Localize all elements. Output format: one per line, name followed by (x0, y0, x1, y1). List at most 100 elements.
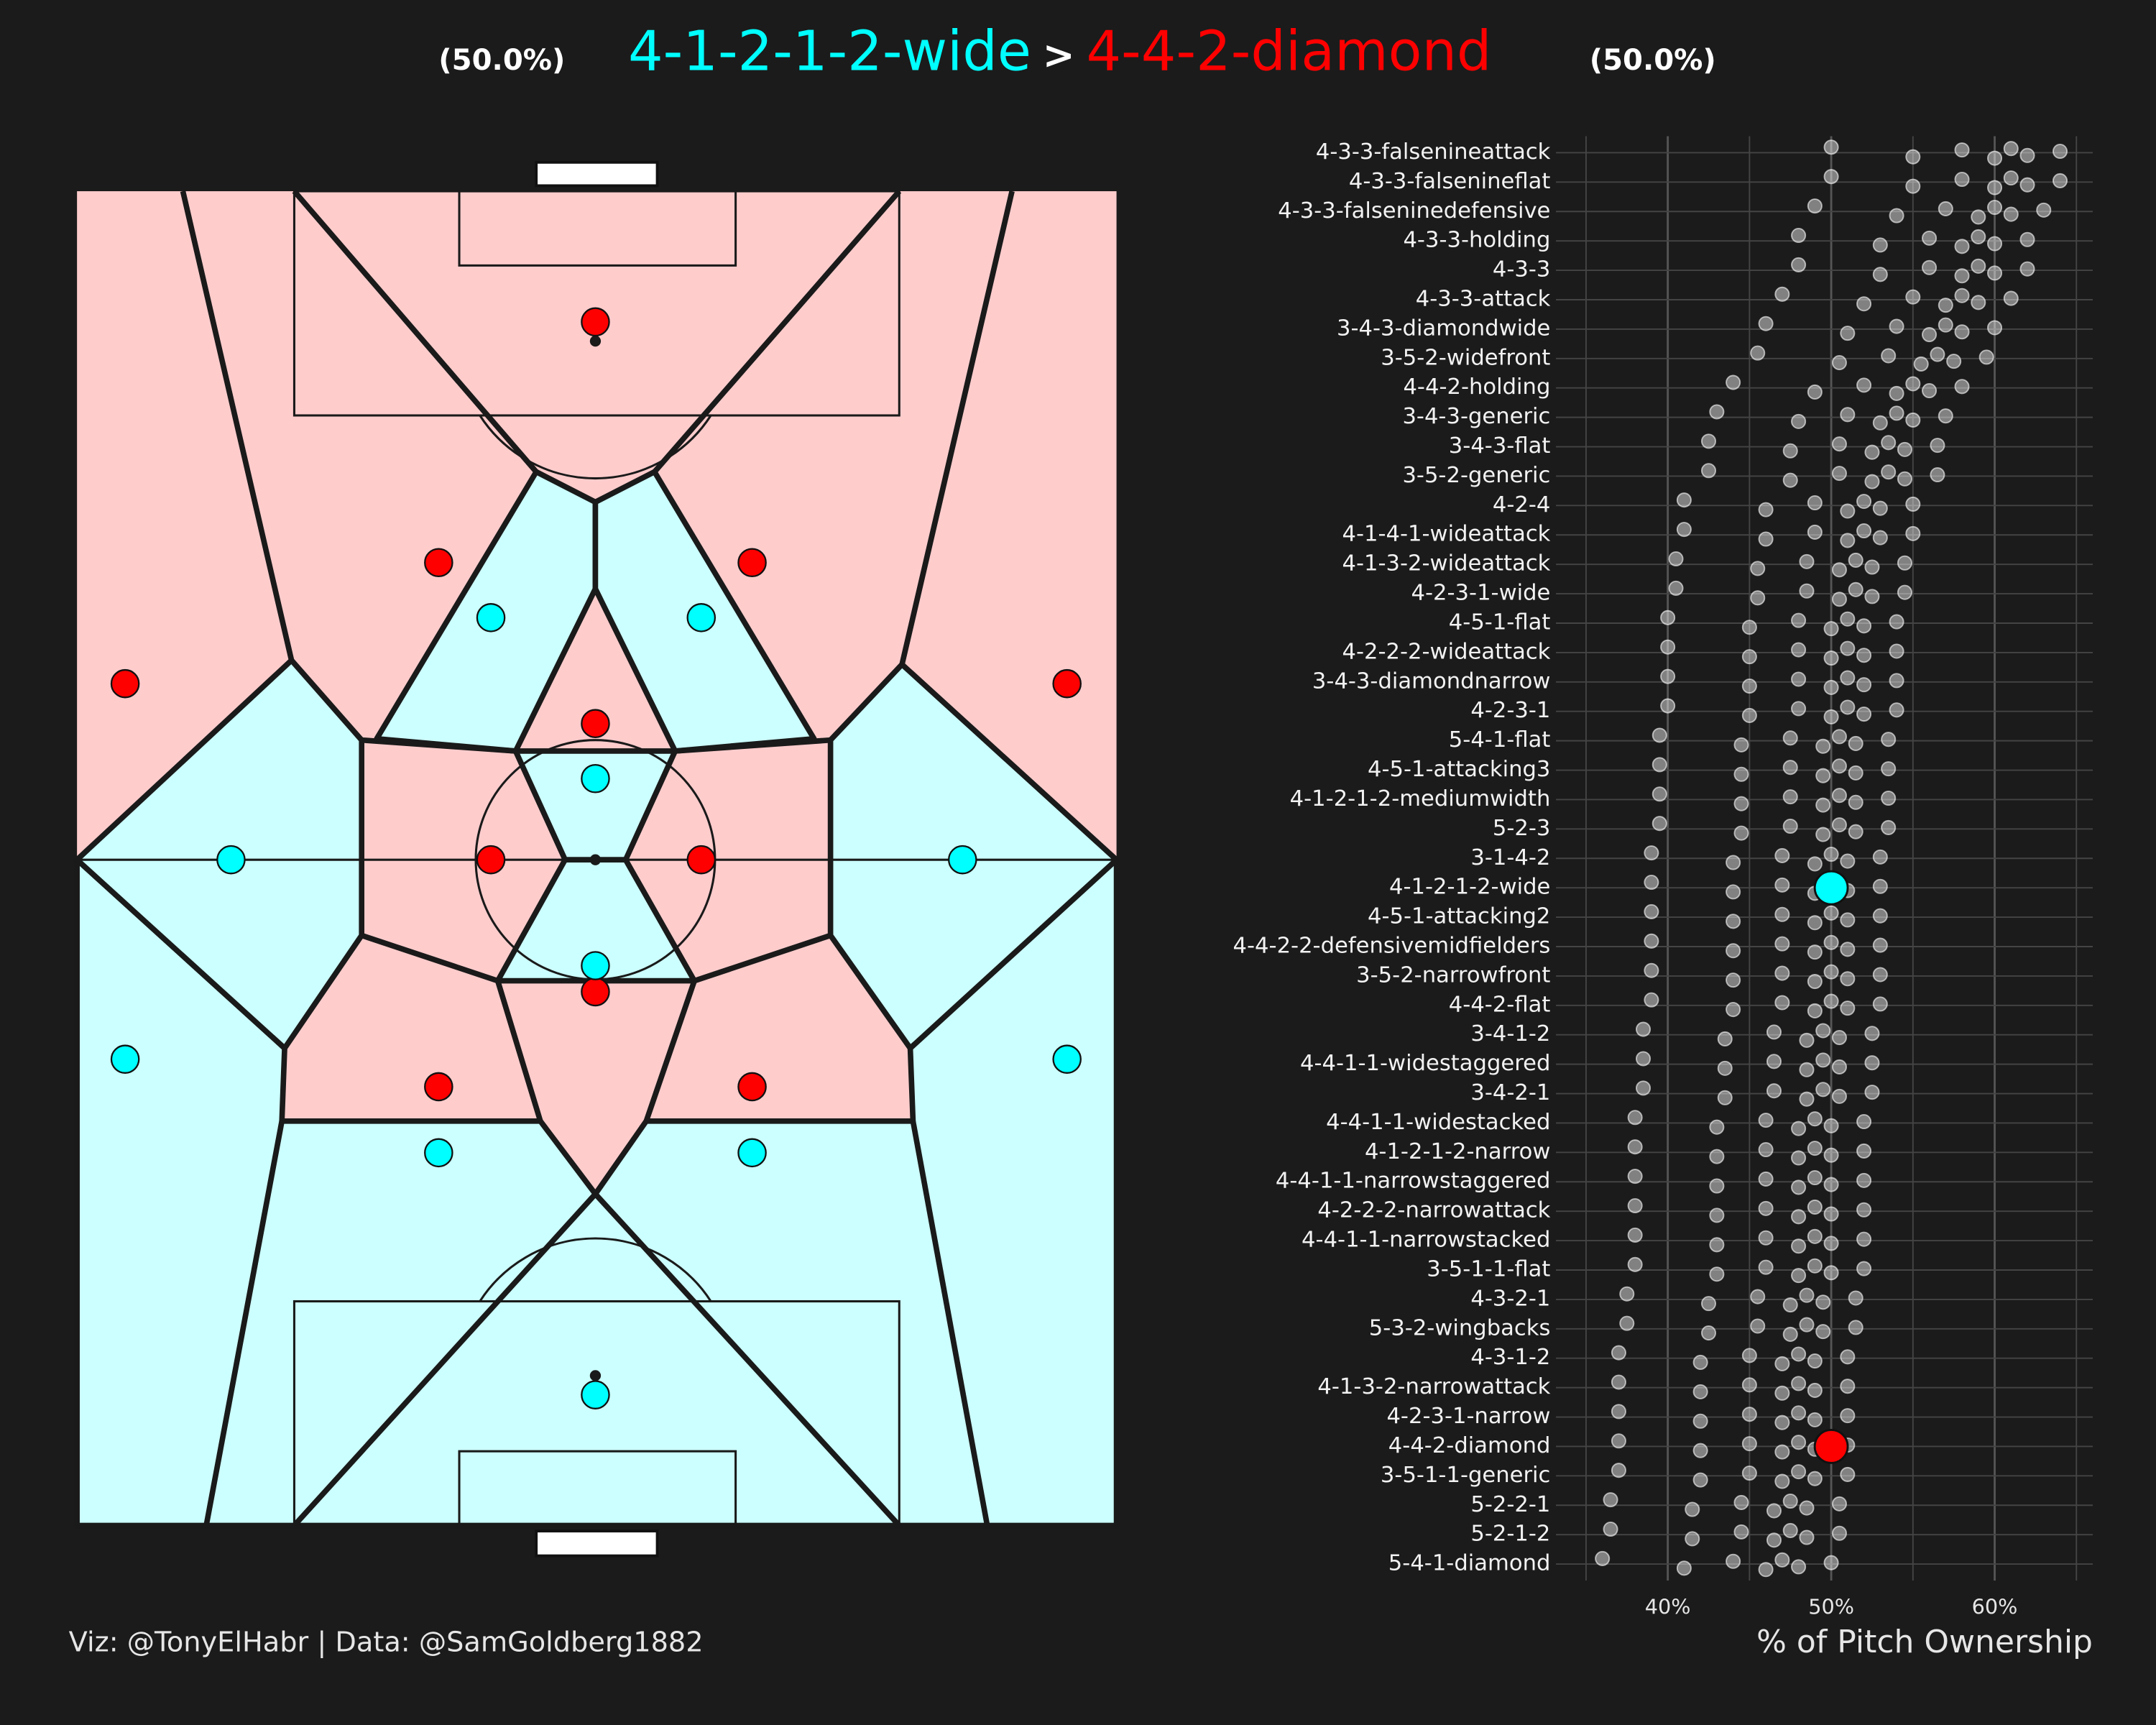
player (424, 1138, 453, 1168)
point (1758, 1562, 1774, 1578)
point (1831, 436, 1847, 452)
point (1831, 562, 1847, 578)
point (1922, 327, 1938, 343)
point (1766, 1083, 1782, 1099)
point (1733, 796, 1749, 811)
point (1840, 670, 1856, 686)
point (1971, 229, 1986, 244)
point (1717, 1031, 1733, 1046)
point (1791, 1559, 1807, 1575)
voronoi-edge (203, 1121, 285, 1527)
point (1709, 1237, 1725, 1253)
point (1864, 589, 1880, 604)
point (1831, 466, 1847, 482)
point (1930, 438, 1945, 454)
point (1807, 1199, 1823, 1215)
point (1815, 1052, 1831, 1068)
point (1840, 1000, 1856, 1016)
point (1807, 856, 1823, 872)
y-tick-label: 3-1-4-2 (1470, 845, 1550, 870)
point (1636, 1021, 1651, 1037)
y-tick-label: 4-2-2-2-wideattack (1342, 639, 1550, 664)
player (686, 845, 717, 875)
point (1848, 735, 1864, 751)
point (1619, 1286, 1635, 1302)
point (1954, 324, 1970, 340)
point (1913, 356, 1929, 372)
point (1872, 267, 1888, 282)
point (1807, 384, 1823, 400)
title-formation: 4-1-2-1-2-wide (628, 20, 1031, 84)
point (1726, 1553, 1741, 1569)
player (581, 709, 610, 738)
player (110, 1044, 140, 1074)
point (1905, 178, 1921, 194)
point (1889, 405, 1904, 421)
point (1823, 905, 1839, 921)
player (737, 1072, 767, 1102)
y-tick-label: 4-2-3-1 (1470, 698, 1550, 723)
point (1856, 1143, 1872, 1159)
point (1651, 727, 1667, 743)
point (1840, 971, 1856, 987)
y-tick-label: 4-1-2-1-2-mediumwidth (1290, 786, 1551, 811)
y-tick-label: 5-2-2-1 (1470, 1492, 1550, 1517)
pitch (74, 160, 1120, 1558)
point (1930, 346, 1945, 362)
y-tick-label: 4-4-2-flat (1449, 992, 1551, 1017)
point (1733, 1494, 1749, 1510)
point (1733, 1524, 1749, 1540)
y-tick-label: 5-4-1-diamond (1388, 1551, 1551, 1576)
y-tick-label: 3-4-1-2 (1470, 1021, 1550, 1046)
player (737, 1138, 767, 1168)
y-tick-label: 3-5-2-widefront (1381, 345, 1550, 370)
point (1864, 444, 1880, 460)
point (1799, 1317, 1815, 1333)
point (1954, 142, 1970, 158)
caption: Viz: @TonyElHabr | Data: @SamGoldberg188… (69, 1627, 704, 1659)
point (1603, 1492, 1618, 1508)
voronoi-edge (910, 1121, 990, 1527)
point (1709, 1119, 1725, 1135)
player (476, 603, 506, 632)
point (1856, 618, 1872, 634)
point (1807, 1353, 1823, 1369)
point (1807, 1169, 1823, 1186)
point (1881, 435, 1897, 451)
red-players (110, 307, 1082, 1102)
point (1709, 1266, 1725, 1282)
point (1774, 1444, 1790, 1460)
point (1750, 345, 1766, 361)
point (1807, 915, 1823, 931)
point (1807, 1382, 1823, 1398)
point (1978, 349, 1994, 365)
y-tick-label: 3-5-1-1-flat (1427, 1256, 1550, 1282)
point (2019, 231, 2035, 247)
point (1823, 934, 1839, 950)
point (1700, 433, 1717, 449)
point (1644, 874, 1659, 891)
y-tick-label: 4-3-3-falsenineflat (1349, 169, 1551, 194)
point (1799, 1500, 1815, 1516)
point (1799, 553, 1815, 569)
point (1889, 208, 1904, 224)
player (424, 1072, 453, 1102)
point (1823, 1555, 1839, 1570)
point (1774, 995, 1790, 1011)
point (1717, 1060, 1733, 1076)
point (1660, 668, 1676, 684)
point (1807, 524, 1823, 540)
y-tick-label: 5-2-1-2 (1470, 1522, 1550, 1547)
y-tick-label: 4-1-2-1-2-wide (1389, 875, 1550, 900)
point (1881, 464, 1897, 480)
point (1807, 494, 1823, 511)
point (1872, 878, 1888, 894)
point (1726, 855, 1741, 870)
point (1823, 1118, 1839, 1133)
point (1726, 884, 1741, 900)
point (1644, 962, 1659, 978)
y-tick-label: 3-4-3-generic (1402, 404, 1550, 429)
point (1823, 993, 1839, 1009)
goal (535, 160, 659, 188)
